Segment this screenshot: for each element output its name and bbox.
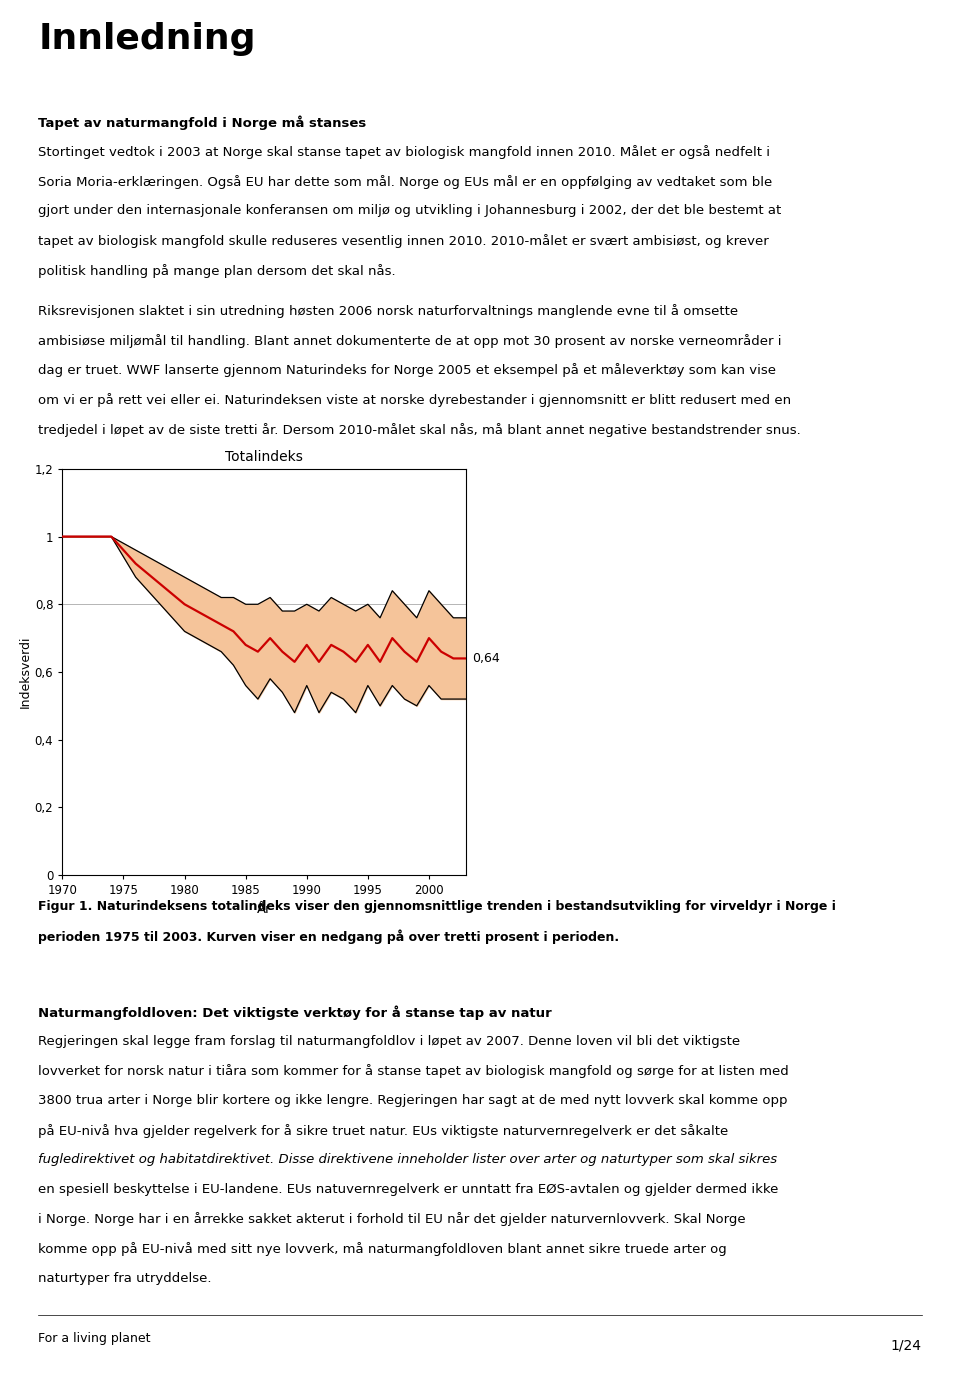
Text: naturtyper fra utryddelse.: naturtyper fra utryddelse. xyxy=(38,1271,212,1285)
Text: gjort under den internasjonale konferansen om miljø og utvikling i Johannesburg : gjort under den internasjonale konferans… xyxy=(38,204,781,218)
Text: en spesiell beskyttelse i EU-landene. EUs natuvernregelverk er unntatt fra EØS-a: en spesiell beskyttelse i EU-landene. EU… xyxy=(38,1183,779,1195)
Text: ambisiøse miljømål til handling. Blant annet dokumenterte de at opp mot 30 prose: ambisiøse miljømål til handling. Blant a… xyxy=(38,333,781,348)
Text: Innledning: Innledning xyxy=(38,22,256,56)
Text: dag er truet. WWF lanserte gjennom Naturindeks for Norge 2005 et eksempel på et : dag er truet. WWF lanserte gjennom Natur… xyxy=(38,364,777,377)
Text: 0,64: 0,64 xyxy=(471,651,499,665)
Text: 1/24: 1/24 xyxy=(891,1338,922,1352)
Text: For a living planet: For a living planet xyxy=(38,1332,151,1344)
Text: i Norge. Norge har i en årrekke sakket akterut i forhold til EU når det gjelder : i Norge. Norge har i en årrekke sakket a… xyxy=(38,1212,746,1227)
Text: Regjeringen skal legge fram forslag til naturmangfoldlov i løpet av 2007. Denne : Regjeringen skal legge fram forslag til … xyxy=(38,1034,740,1048)
Text: Tapet av naturmangfold i Norge må stanses: Tapet av naturmangfold i Norge må stanse… xyxy=(38,116,367,131)
Title: Totalindeks: Totalindeks xyxy=(225,449,303,464)
Text: perioden 1975 til 2003. Kurven viser en nedgang på over tretti prosent i periode: perioden 1975 til 2003. Kurven viser en … xyxy=(38,929,619,945)
Text: politisk handling på mange plan dersom det skal nås.: politisk handling på mange plan dersom d… xyxy=(38,263,396,278)
Text: om vi er på rett vei eller ei. Naturindeksen viste at norske dyrebestander i gje: om vi er på rett vei eller ei. Naturinde… xyxy=(38,392,792,408)
Text: komme opp på EU-nivå med sitt nye lovverk, må naturmangfoldloven blant annet sik: komme opp på EU-nivå med sitt nye lovver… xyxy=(38,1242,727,1256)
Y-axis label: Indeksverdi: Indeksverdi xyxy=(19,636,32,708)
Text: lovverket for norsk natur i tiåra som kommer for å stanse tapet av biologisk man: lovverket for norsk natur i tiåra som ko… xyxy=(38,1064,789,1078)
Text: 3800 trua arter i Norge blir kortere og ikke lengre. Regjeringen har sagt at de : 3800 trua arter i Norge blir kortere og … xyxy=(38,1093,788,1107)
Text: Riksrevisjonen slaktet i sin utredning høsten 2006 norsk naturforvaltnings mangl: Riksrevisjonen slaktet i sin utredning h… xyxy=(38,304,738,318)
Text: Stortinget vedtok i 2003 at Norge skal stanse tapet av biologisk mangfold innen : Stortinget vedtok i 2003 at Norge skal s… xyxy=(38,146,770,160)
Text: tapet av biologisk mangfold skulle reduseres vesentlig innen 2010. 2010-målet er: tapet av biologisk mangfold skulle redus… xyxy=(38,234,769,248)
X-axis label: År: År xyxy=(256,903,272,916)
Text: Soria Moria-erklæringen. Også EU har dette som mål. Norge og EUs mål er en oppfø: Soria Moria-erklæringen. Også EU har det… xyxy=(38,175,773,189)
Text: på EU-nivå hva gjelder regelverk for å sikre truet natur. EUs viktigste naturver: på EU-nivå hva gjelder regelverk for å s… xyxy=(38,1124,729,1137)
Text: Naturmangfoldloven: Det viktigste verktøy for å stanse tap av natur: Naturmangfoldloven: Det viktigste verktø… xyxy=(38,1005,552,1020)
Text: Figur 1. Naturindeksens totalindeks viser den gjennomsnittlige trenden i bestand: Figur 1. Naturindeksens totalindeks vise… xyxy=(38,899,836,913)
Text: fugledirektivet og habitatdirektivet. Disse direktivene inneholder lister over a: fugledirektivet og habitatdirektivet. Di… xyxy=(38,1153,778,1166)
Text: tredjedel i løpet av de siste tretti år. Dersom 2010-målet skal nås, må blant an: tredjedel i løpet av de siste tretti år.… xyxy=(38,423,802,437)
